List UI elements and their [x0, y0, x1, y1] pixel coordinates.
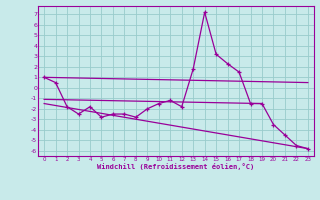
X-axis label: Windchill (Refroidissement éolien,°C): Windchill (Refroidissement éolien,°C): [97, 164, 255, 170]
